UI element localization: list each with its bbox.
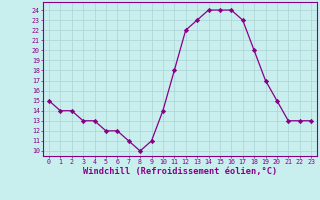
X-axis label: Windchill (Refroidissement éolien,°C): Windchill (Refroidissement éolien,°C) [83,167,277,176]
